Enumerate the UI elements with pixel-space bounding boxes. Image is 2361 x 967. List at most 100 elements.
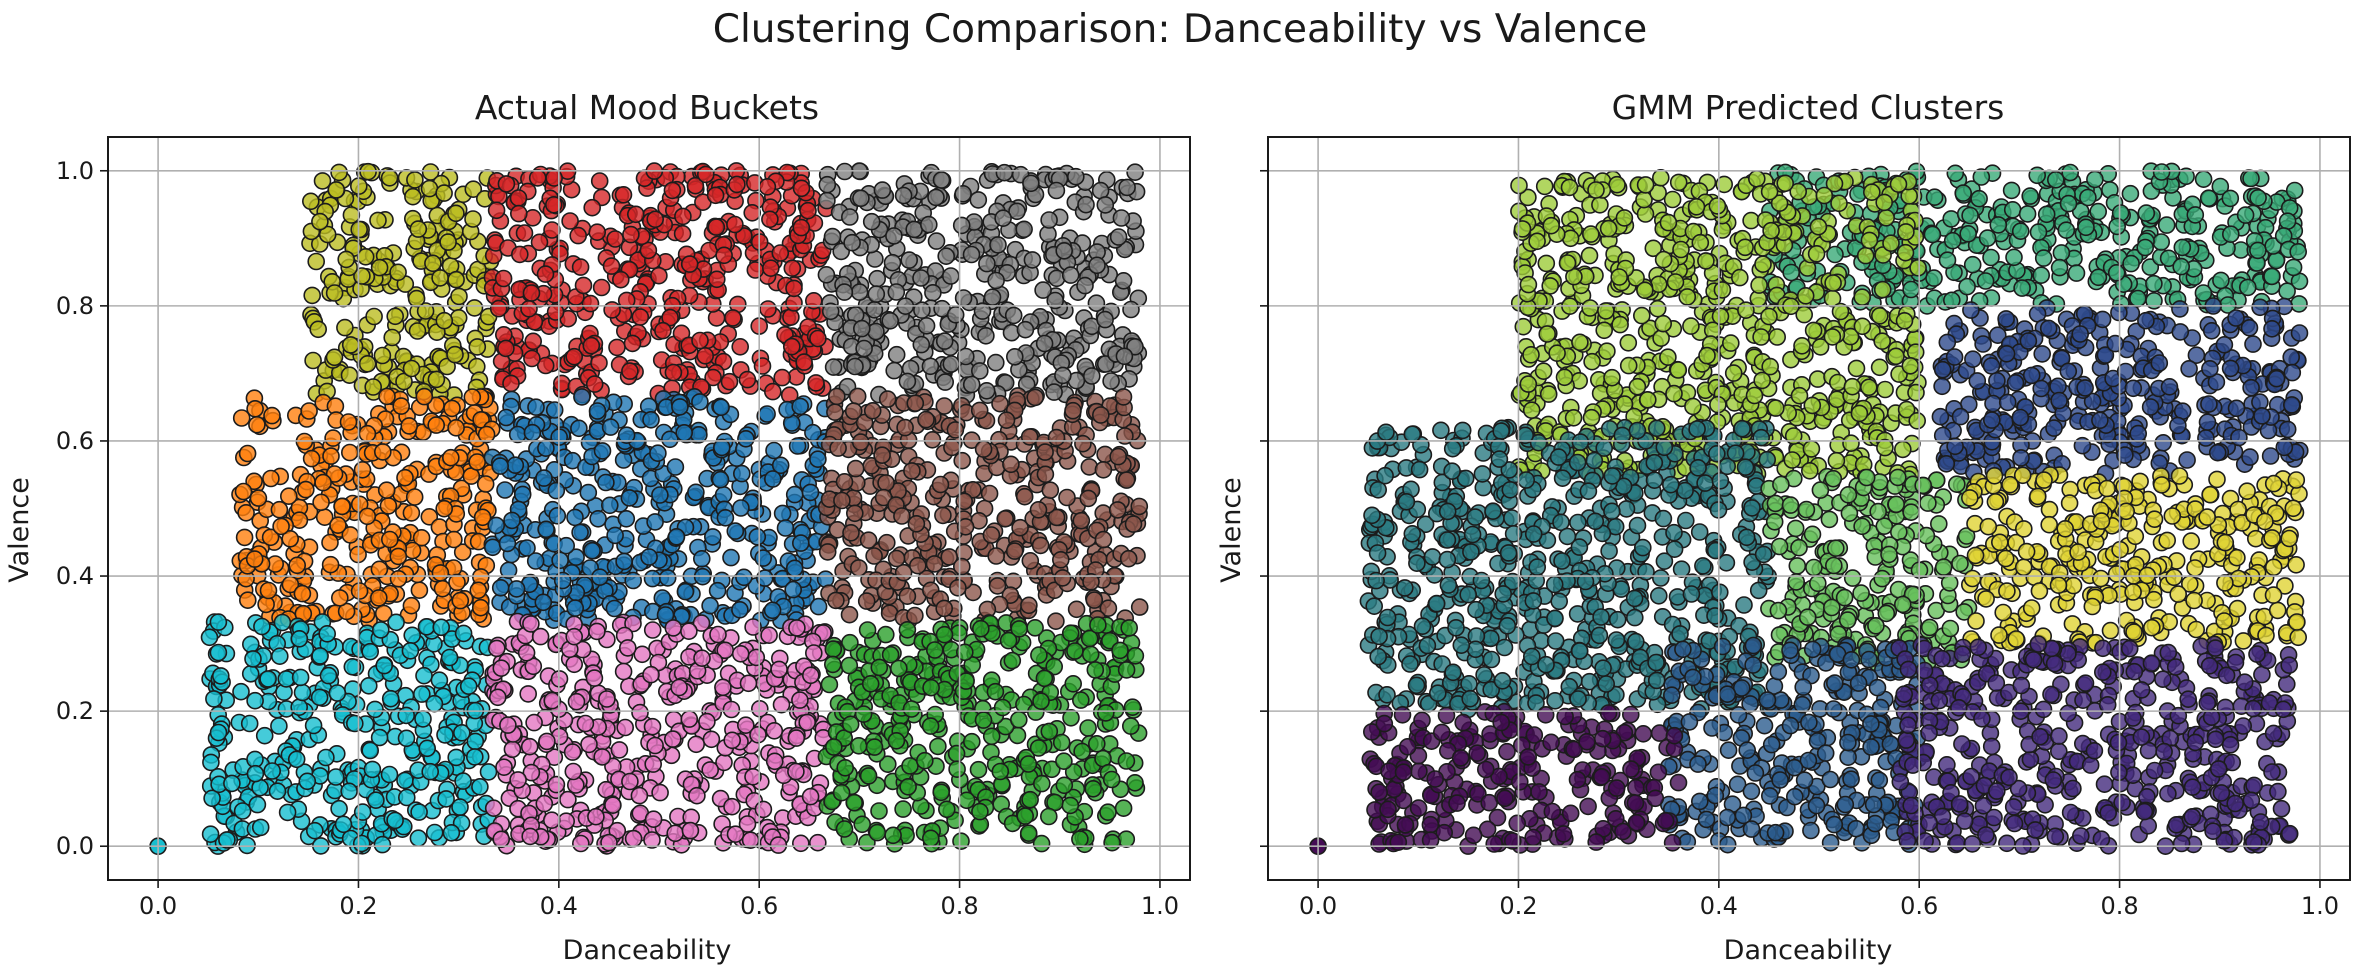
scatter-point	[643, 621, 662, 639]
scatter-point	[954, 185, 972, 203]
scatter-point	[2077, 218, 2095, 237]
scatter-point	[528, 169, 547, 187]
scatter-point	[259, 581, 278, 600]
scatter-point	[503, 740, 522, 759]
scatter-point	[922, 678, 940, 697]
scatter-point	[545, 401, 564, 419]
scatter-point	[970, 401, 989, 420]
scatter-point	[1026, 618, 1044, 637]
scatter-point	[942, 355, 961, 373]
scatter-point	[239, 591, 257, 610]
scatter-point	[646, 513, 664, 531]
scatter-point	[1963, 255, 1982, 274]
scatter-point	[548, 506, 567, 525]
scatter-point	[1041, 481, 1060, 500]
scatter-point	[606, 526, 624, 545]
y-tick-label: 0.0	[56, 832, 94, 860]
scatter-point	[272, 517, 290, 536]
scatter-point	[1052, 550, 1070, 569]
scatter-point	[2171, 323, 2190, 341]
scatter-point	[1032, 834, 1051, 853]
scatter-point	[706, 186, 725, 205]
scatter-point	[2275, 438, 2294, 457]
scatter-point	[2173, 238, 2192, 257]
scatter-point	[1582, 408, 1601, 427]
scatter-point	[1023, 251, 1042, 269]
scatter-point	[1539, 385, 1558, 403]
scatter-point	[1047, 181, 1066, 200]
scatter-point	[868, 823, 887, 842]
scatter-point	[852, 319, 871, 338]
scatter-point	[887, 731, 906, 750]
cluster-7-points	[200, 613, 498, 855]
scatter-point	[842, 523, 860, 542]
scatter-point	[633, 645, 652, 664]
scatter-point	[1036, 443, 1054, 461]
scatter-point	[1608, 175, 1626, 194]
scatter-point	[791, 834, 810, 853]
scatter-point	[644, 810, 663, 829]
scatter-point	[899, 777, 917, 796]
scatter-point	[521, 827, 540, 846]
scatter-point	[1099, 803, 1117, 822]
scatter-point	[337, 250, 356, 269]
scatter-point	[536, 265, 555, 283]
scatter-point	[465, 299, 484, 317]
scatter-point	[1084, 779, 1102, 798]
scatter-point	[784, 580, 803, 599]
scatter-point	[1610, 268, 1628, 286]
scatter-point	[497, 408, 516, 427]
scatter-point	[1073, 742, 1091, 761]
scatter-point	[273, 613, 292, 632]
scatter-point	[1086, 661, 1105, 679]
scatter-point	[759, 300, 777, 318]
scatter-point	[2037, 205, 2056, 224]
scatter-point	[731, 337, 750, 356]
scatter-point	[2222, 225, 2240, 243]
scatter-point	[300, 402, 318, 420]
scatter-point	[720, 372, 739, 391]
scatter-point	[2145, 274, 2163, 293]
scatter-point	[435, 184, 453, 202]
scatter-point	[408, 322, 427, 340]
scatter-point	[2157, 216, 2176, 234]
scatter-point	[565, 347, 584, 366]
scatter-point	[330, 589, 349, 607]
scatter-point	[1061, 624, 1080, 643]
scatter-point	[845, 504, 864, 523]
scatter-point	[386, 811, 404, 830]
scatter-point	[417, 617, 436, 636]
scatter-point	[817, 265, 836, 284]
scatter-point	[433, 579, 452, 598]
scatter-point	[763, 382, 782, 401]
scatter-point	[579, 483, 598, 502]
scatter-point	[1054, 366, 1072, 385]
scatter-point	[559, 790, 577, 809]
scatter-point	[2067, 264, 2086, 282]
scatter-point	[758, 178, 777, 196]
scatter-point	[1752, 328, 1770, 346]
scatter-point	[432, 618, 451, 637]
scatter-point	[1847, 359, 1866, 378]
scatter-point	[425, 694, 444, 713]
scatter-point	[459, 677, 478, 696]
scatter-point	[2047, 171, 2065, 189]
scatter-point	[262, 469, 280, 488]
scatter-point	[537, 520, 555, 539]
scatter-point	[503, 511, 521, 530]
scatter-point	[421, 762, 440, 781]
scatter-point	[1036, 465, 1055, 484]
scatter-point	[2108, 217, 2126, 236]
scatter-point	[1896, 243, 1915, 262]
scatter-point	[1978, 229, 1997, 247]
scatter-point	[1745, 386, 1764, 405]
scatter-point	[2028, 166, 2046, 185]
scatter-point	[1123, 698, 1142, 717]
scatter-point	[624, 829, 643, 848]
scatter-point	[2283, 396, 2301, 414]
scatter-point	[536, 356, 555, 375]
scatter-point	[644, 755, 663, 773]
scatter-point	[361, 642, 380, 661]
scatter-point	[1925, 188, 1944, 206]
scatter-point	[377, 481, 396, 500]
